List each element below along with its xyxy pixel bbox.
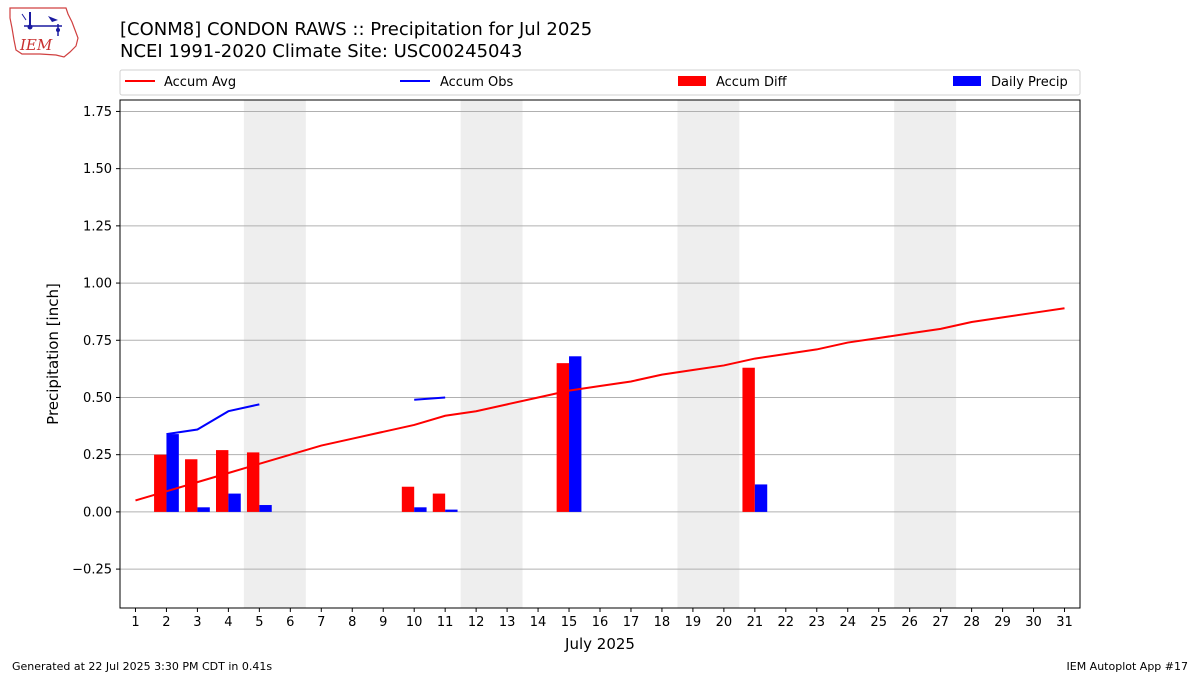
daily-precip-bar: [754, 484, 768, 512]
x-tick-label: 4: [224, 615, 232, 630]
legend-swatch-daily-precip: [953, 76, 981, 86]
y-tick-label: 0.75: [83, 334, 112, 349]
legend-label-accum-obs: Accum Obs: [440, 75, 513, 90]
x-tick-label: 1: [131, 615, 139, 630]
weather-station-icon: [21, 12, 62, 36]
legend-swatch-accum-diff: [678, 76, 706, 86]
lines: [135, 307, 1065, 502]
x-tick-label: 27: [932, 615, 949, 630]
daily-precip-bar: [445, 509, 458, 512]
x-tick-label: 31: [1056, 615, 1073, 630]
y-tick-label: 0.25: [83, 448, 112, 463]
weekend-band: [243, 100, 306, 608]
x-tick-label: 15: [561, 615, 578, 630]
x-tick-label: 5: [255, 615, 263, 630]
legend-label-daily-precip: Daily Precip: [991, 75, 1068, 90]
x-axis-ticks: 1 2 3 4 5 6 7 8 9 10 11 12 13 14 15 16 17 18 19 20 21 22 23 24 2…: [131, 608, 1073, 630]
x-tick-label: 25: [870, 615, 887, 630]
x-tick-label: 23: [809, 615, 826, 630]
accum-diff-bar: [246, 452, 260, 512]
footer-app: IEM Autoplot App #17: [1067, 660, 1189, 673]
x-tick-label: 22: [778, 615, 795, 630]
x-tick-label: 30: [1025, 615, 1042, 630]
y-tick-label: 0.50: [83, 391, 112, 406]
weekend-band: [894, 100, 957, 608]
weekend-band: [677, 100, 740, 608]
bars: [154, 356, 768, 512]
x-tick-label: 24: [839, 615, 856, 630]
accum-diff-bar: [556, 363, 570, 512]
legend-label-accum-avg: Accum Avg: [164, 75, 236, 90]
x-tick-label: 11: [437, 615, 454, 630]
x-tick-label: 16: [592, 615, 609, 630]
x-tick-label: 12: [468, 615, 485, 630]
x-tick-label: 7: [317, 615, 325, 630]
grid-lines: [120, 110, 1080, 570]
x-tick-label: 13: [499, 615, 516, 630]
legend: Accum Avg Accum Obs Accum Diff Daily Pre…: [119, 69, 1081, 96]
x-tick-label: 3: [193, 615, 201, 630]
y-tick-label: 1.75: [83, 105, 112, 120]
daily-precip-bar: [228, 493, 241, 512]
x-axis-label: July 2025: [564, 635, 635, 653]
y-axis-ticks: −0.25 0.00 0.25 0.50 0.75 1.00 1.25 1.50 1.75: [72, 105, 120, 578]
weekend-shading: [243, 100, 957, 608]
chart-title-line1: [CONM8] CONDON RAWS :: Precipitation for…: [120, 19, 592, 40]
accum-obs-line: [166, 403, 260, 436]
y-tick-label: 1.50: [83, 162, 112, 177]
y-tick-label: 1.25: [83, 219, 112, 234]
x-tick-label: 20: [716, 615, 733, 630]
accum-diff-bar: [154, 454, 167, 512]
chart-title-line2: NCEI 1991-2020 Climate Site: USC00245043: [120, 41, 522, 62]
x-tick-label: 6: [286, 615, 294, 630]
x-tick-label: 9: [379, 615, 387, 630]
accum-diff-bar: [401, 486, 415, 512]
daily-precip-bar: [259, 505, 272, 512]
accum-diff-bar: [216, 450, 229, 512]
x-tick-label: 26: [901, 615, 918, 630]
x-tick-label: 18: [654, 615, 671, 630]
accum-obs-line: [414, 396, 446, 401]
weekend-band: [460, 100, 523, 608]
x-tick-label: 8: [348, 615, 356, 630]
x-tick-label: 17: [623, 615, 640, 630]
daily-precip-bar: [569, 356, 582, 512]
x-tick-label: 14: [530, 615, 547, 630]
y-axis-label: Precipitation [inch]: [44, 283, 62, 425]
accum-diff-bar: [742, 367, 755, 512]
y-tick-label: 0.00: [83, 505, 112, 520]
daily-precip-bar: [414, 507, 427, 512]
y-tick-label: −0.25: [72, 563, 112, 578]
daily-precip-bar: [166, 434, 179, 512]
accum-diff-bar: [432, 493, 446, 512]
accum-diff-bar: [185, 459, 198, 512]
x-tick-label: 10: [406, 615, 423, 630]
daily-precip-bar: [197, 507, 210, 512]
footer-generated: Generated at 22 Jul 2025 3:30 PM CDT in …: [12, 660, 272, 673]
x-tick-label: 29: [994, 615, 1011, 630]
legend-label-accum-diff: Accum Diff: [716, 75, 788, 90]
x-tick-label: 19: [685, 615, 702, 630]
logo-text: IEM: [19, 36, 53, 54]
x-tick-label: 21: [747, 615, 764, 630]
x-tick-label: 28: [963, 615, 980, 630]
y-tick-label: 1.00: [83, 277, 112, 292]
accum-avg-line: [135, 307, 1065, 502]
x-tick-label: 2: [162, 615, 170, 630]
iem-logo: IEM: [9, 7, 79, 58]
